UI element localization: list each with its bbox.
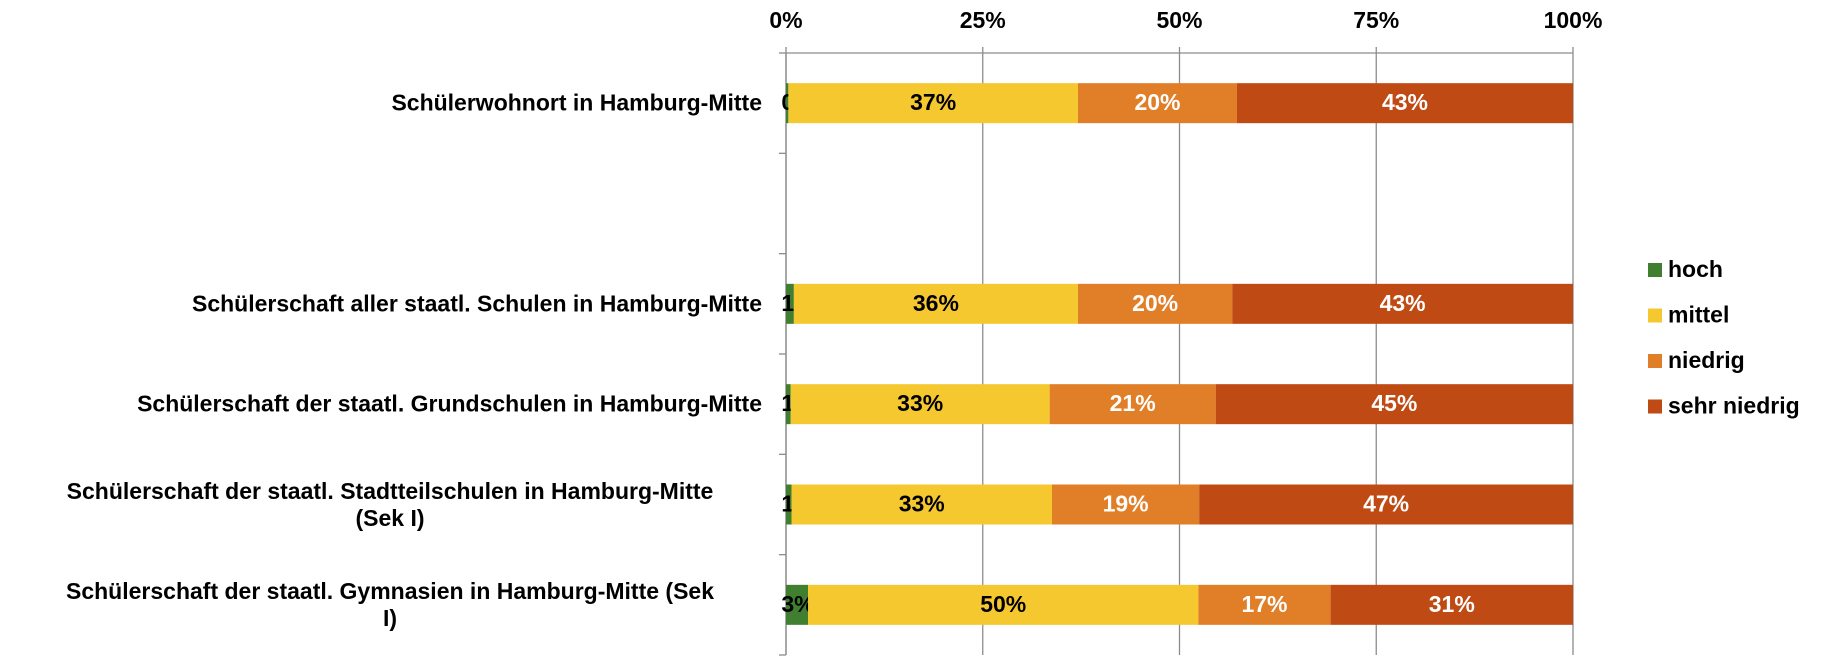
bar-segment (786, 283, 794, 324)
bar-segment (1232, 283, 1573, 324)
data-label: 50% (980, 591, 1026, 617)
data-label: 17% (1241, 591, 1287, 617)
category-label: Schülerschaft aller staatl. Schulen in H… (191, 290, 762, 317)
data-label: 21% (1110, 390, 1156, 416)
bar-segment (1198, 584, 1331, 625)
category-label: Schülerschaft der staatl. Gymnasien in H… (66, 577, 714, 631)
legend-label: hoch (1668, 256, 1723, 282)
legend-swatch (1648, 399, 1662, 414)
data-label: 20% (1132, 290, 1178, 316)
bar-segment (808, 584, 1199, 625)
legend-swatch (1648, 263, 1662, 277)
legend-label: niedrig (1668, 347, 1745, 373)
data-label: 37% (910, 89, 956, 115)
x-tick-label: 75% (1353, 7, 1399, 33)
data-label: 19% (1103, 491, 1149, 517)
legend-swatch (1648, 308, 1662, 323)
bar-segment (786, 384, 791, 425)
bar-segment (1236, 83, 1573, 124)
bar-segment (1330, 584, 1573, 625)
category-label: Schülerschaft der staatl. Grundschulen i… (137, 390, 762, 417)
data-label: 45% (1371, 390, 1417, 416)
bar-segment (1077, 83, 1237, 124)
bar-segment (1215, 384, 1573, 425)
x-tick-label: 100% (1544, 7, 1603, 33)
bar-segment (790, 384, 1050, 425)
bar-segment (1049, 384, 1216, 425)
category-label: Schülerschaft der staatl. Stadtteilschul… (66, 477, 714, 531)
data-label: 33% (899, 491, 945, 517)
bar-segment (786, 584, 809, 625)
bar-segment (786, 484, 792, 525)
legend-swatch (1648, 354, 1662, 368)
bar-segment (791, 484, 1053, 525)
bar-segment (1052, 484, 1200, 525)
bar-segment (1199, 484, 1573, 525)
x-tick-label: 50% (1156, 7, 1202, 33)
data-label: 20% (1134, 89, 1180, 115)
category-label: Schülerwohnort in Hamburg-Mitte (391, 89, 762, 116)
data-label: 36% (913, 290, 959, 316)
bar-segment (786, 83, 789, 124)
data-label: 31% (1429, 591, 1475, 617)
data-label: 43% (1380, 290, 1426, 316)
data-label: 33% (897, 390, 943, 416)
x-tick-label: 0% (769, 7, 802, 33)
legend-label: mittel (1668, 302, 1729, 328)
data-label: 47% (1363, 491, 1409, 517)
bar-segment (793, 283, 1078, 324)
bar-segment (1077, 283, 1233, 324)
bar-segment (788, 83, 1078, 124)
x-tick-label: 25% (960, 7, 1006, 33)
legend-label: sehr niedrig (1668, 393, 1800, 419)
data-label: 43% (1382, 89, 1428, 115)
